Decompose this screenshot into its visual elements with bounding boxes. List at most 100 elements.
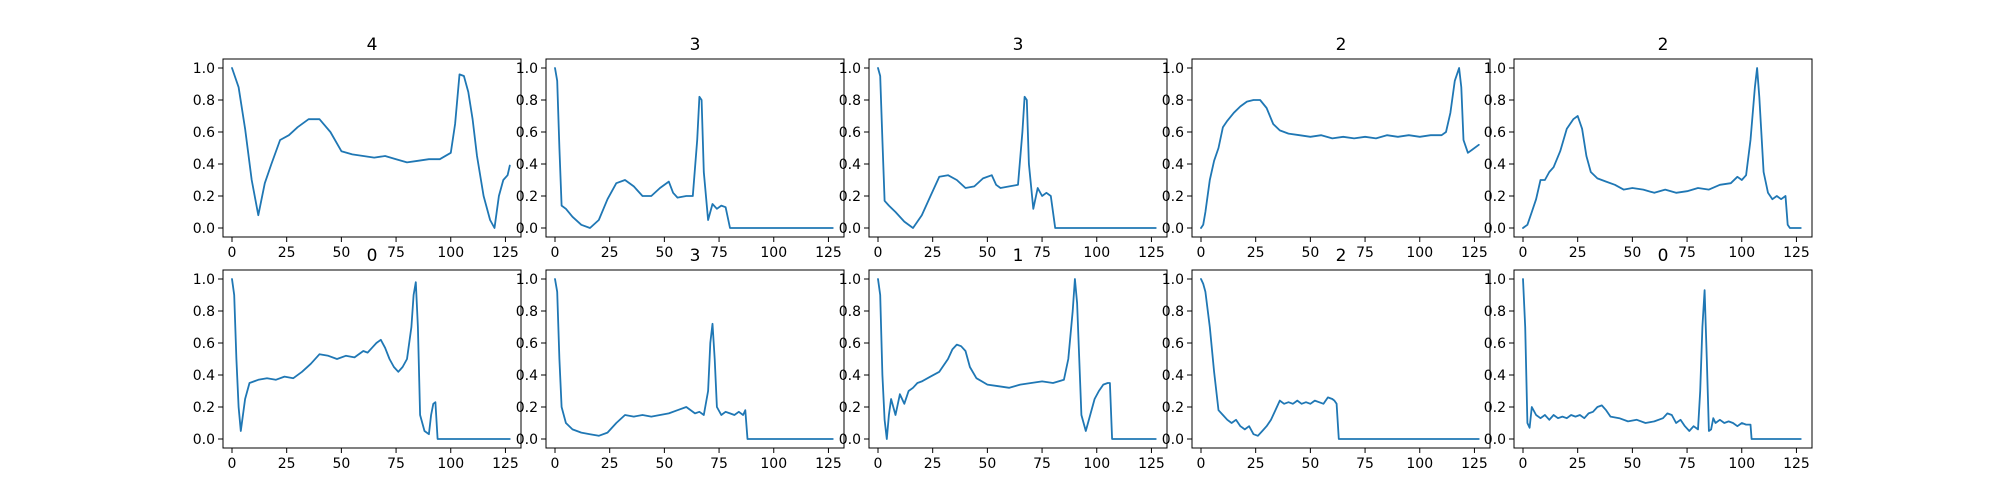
y-tick-label: 0.6 xyxy=(516,336,538,352)
y-tick-label: 0.8 xyxy=(193,93,215,109)
y-tick-label: 1.0 xyxy=(1162,272,1184,288)
series-line xyxy=(554,67,834,229)
axes-frame xyxy=(1191,269,1491,449)
axes-frame xyxy=(868,269,1168,449)
x-tick-label: 0 xyxy=(874,245,883,261)
subplot-4: 2 0 25 50 75 100 125 0.0 0.2 0.4 0.6 0.8 1.0 xyxy=(1162,35,1491,261)
x-tick-label: 25 xyxy=(1569,456,1587,472)
subplot-10: 0 0 25 50 75 100 125 0.0 0.2 0.4 0.6 0.8 1.0 xyxy=(1484,246,1813,472)
subplot-title: 1 xyxy=(1013,246,1024,266)
y-tick-label: 0.8 xyxy=(1162,93,1184,109)
x-tick-label: 25 xyxy=(1247,456,1265,472)
subplot-title: 2 xyxy=(1336,35,1347,55)
y-tick-label: 0.8 xyxy=(1162,304,1184,320)
y-tick-label: 0.0 xyxy=(1162,221,1184,237)
y-tick-label: 0.4 xyxy=(193,157,215,173)
x-tick-label: 25 xyxy=(924,245,942,261)
y-tick-label: 0.0 xyxy=(193,432,215,448)
y-tick-label: 0.2 xyxy=(1484,189,1506,205)
y-tick-label: 0.2 xyxy=(839,189,861,205)
x-tick-label: 125 xyxy=(1783,456,1810,472)
y-tick-label: 0.6 xyxy=(839,125,861,141)
series-line xyxy=(231,67,511,229)
y-tick-label: 0.6 xyxy=(193,125,215,141)
axes-frame xyxy=(222,58,522,238)
subplot-title: 0 xyxy=(367,246,378,266)
y-tick-label: 0.6 xyxy=(839,336,861,352)
y-tick-label: 0.0 xyxy=(839,221,861,237)
y-tick-label: 0.2 xyxy=(1162,189,1184,205)
x-tick-label: 0 xyxy=(874,456,883,472)
y-tick-label: 1.0 xyxy=(1162,61,1184,77)
subplot-title: 3 xyxy=(690,246,701,266)
x-tick-label: 75 xyxy=(387,456,405,472)
x-tick-label: 50 xyxy=(332,456,350,472)
axes-frame xyxy=(545,58,845,238)
x-tick-label: 0 xyxy=(228,245,237,261)
y-tick-label: 0.0 xyxy=(516,432,538,448)
x-tick-label: 125 xyxy=(1461,245,1488,261)
x-tick-label: 125 xyxy=(1783,245,1810,261)
x-tick-label: 100 xyxy=(1406,245,1433,261)
y-tick-label: 0.8 xyxy=(193,304,215,320)
y-tick-label: 0.6 xyxy=(1162,336,1184,352)
x-tick-label: 25 xyxy=(924,456,942,472)
series-line xyxy=(877,278,1157,440)
y-tick-label: 0.6 xyxy=(1162,125,1184,141)
x-tick-label: 75 xyxy=(1678,456,1696,472)
y-tick-label: 1.0 xyxy=(193,272,215,288)
y-tick-label: 0.0 xyxy=(839,432,861,448)
x-tick-label: 25 xyxy=(1247,245,1265,261)
y-tick-label: 0.0 xyxy=(1162,432,1184,448)
x-tick-label: 50 xyxy=(655,456,673,472)
x-tick-label: 125 xyxy=(492,456,519,472)
x-tick-label: 75 xyxy=(1678,245,1696,261)
y-tick-label: 0.2 xyxy=(193,400,215,416)
subplot-5: 2 0 25 50 75 100 125 0.0 0.2 0.4 0.6 0.8 1.0 xyxy=(1484,35,1813,261)
y-tick-label: 1.0 xyxy=(193,61,215,77)
axes-frame xyxy=(868,58,1168,238)
x-tick-label: 50 xyxy=(655,245,673,261)
x-tick-label: 75 xyxy=(1033,245,1051,261)
y-tick-label: 1.0 xyxy=(516,272,538,288)
x-tick-label: 100 xyxy=(437,456,464,472)
subplot-title: 2 xyxy=(1658,35,1669,55)
y-tick-label: 0.2 xyxy=(1484,400,1506,416)
x-tick-label: 0 xyxy=(551,245,560,261)
y-tick-label: 0.4 xyxy=(839,157,861,173)
y-tick-label: 0.4 xyxy=(193,368,215,384)
x-tick-label: 0 xyxy=(1519,456,1528,472)
x-tick-label: 50 xyxy=(1623,245,1641,261)
y-tick-label: 0.2 xyxy=(1162,400,1184,416)
y-tick-label: 1.0 xyxy=(839,272,861,288)
y-tick-label: 0.8 xyxy=(516,304,538,320)
x-tick-label: 75 xyxy=(710,456,728,472)
series-line xyxy=(1200,67,1480,229)
axes-frame xyxy=(222,269,522,449)
x-tick-label: 50 xyxy=(978,456,996,472)
subplot-title: 3 xyxy=(690,35,701,55)
series-line xyxy=(1522,67,1802,229)
subplot-6: 0 0 25 50 75 100 125 0.0 0.2 0.4 0.6 0.8 1.0 xyxy=(193,246,522,472)
x-tick-label: 100 xyxy=(1728,456,1755,472)
x-tick-label: 50 xyxy=(1301,245,1319,261)
x-tick-label: 75 xyxy=(710,245,728,261)
x-tick-label: 50 xyxy=(332,245,350,261)
x-tick-label: 100 xyxy=(1083,456,1110,472)
x-tick-label: 125 xyxy=(1138,456,1165,472)
y-tick-label: 0.0 xyxy=(516,221,538,237)
subplot-title: 0 xyxy=(1658,246,1669,266)
y-tick-label: 1.0 xyxy=(1484,272,1506,288)
x-tick-label: 50 xyxy=(978,245,996,261)
y-tick-label: 0.8 xyxy=(1484,93,1506,109)
y-tick-label: 0.4 xyxy=(839,368,861,384)
y-tick-label: 0.4 xyxy=(1162,157,1184,173)
y-tick-label: 0.2 xyxy=(516,400,538,416)
x-tick-label: 75 xyxy=(1356,245,1374,261)
y-tick-label: 0.4 xyxy=(1484,368,1506,384)
x-tick-label: 0 xyxy=(1519,245,1528,261)
x-tick-label: 50 xyxy=(1301,456,1319,472)
y-tick-label: 0.8 xyxy=(839,93,861,109)
x-tick-label: 125 xyxy=(492,245,519,261)
